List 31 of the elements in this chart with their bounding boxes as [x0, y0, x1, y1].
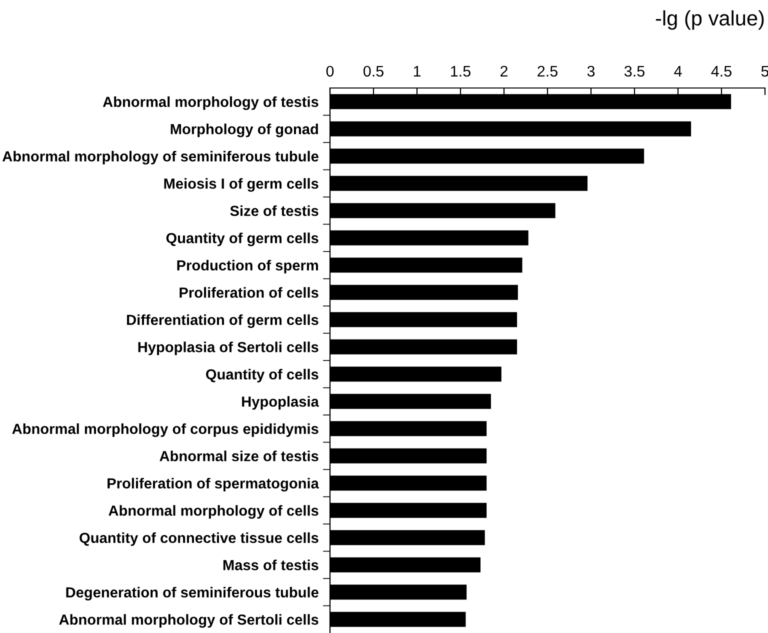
y-tick-label: Hypoplasia [242, 396, 319, 410]
y-tick-label: Degeneration of seminiferous tubule [66, 586, 318, 600]
y-tick-label: Quantity of germ cells [166, 232, 318, 246]
x-tick-label: 3.5 [624, 66, 644, 77]
y-tick-label: Abnormal morphology of Sertoli cells [59, 614, 318, 628]
y-tick-label: Differentiation of germ cells [127, 314, 318, 328]
x-tick-label: 3 [587, 66, 595, 77]
y-tick-label: Abnormal morphology of corpus epididymis [12, 423, 318, 437]
x-tick-label: 1.5 [451, 66, 470, 77]
y-tick-label: Abnormal morphology of cells [108, 505, 318, 519]
x-tick-label: 0 [326, 66, 334, 77]
x-tick-label: 0.5 [363, 66, 384, 77]
x-tick-label: 4 [674, 66, 682, 76]
y-tick-label: Abnormal size of testis [160, 450, 318, 462]
y-tick-label: Morphology of gonad [170, 124, 318, 138]
y-tick-label: Proliferation of cells [180, 287, 318, 298]
x-tick-label: 2 [500, 66, 508, 76]
y-tick-label: Abnormal morphology of testis [102, 96, 318, 110]
x-tick-label: 1 [414, 66, 421, 76]
y-tick-label: Abnormal morphology of seminiferous tubule [2, 150, 318, 164]
x-tick-label: 4.5 [711, 66, 732, 77]
y-tick-label: Meiosis I of germ cells [164, 178, 318, 192]
y-tick-label: Quantity of cells [206, 368, 318, 382]
x-tick-label: 2.5 [538, 66, 558, 77]
y-tick-label: Quantity of connective tissue cells [80, 532, 318, 546]
x-axis-title: -lg (p value) [656, 10, 764, 30]
y-tick-label: Production of sperm [177, 260, 318, 274]
y-tick-label: Hypoplasia of Sertoli cells [138, 342, 318, 356]
y-tick-label: Mass of testis [223, 560, 318, 570]
y-tick-label: Proliferation of spermatogonia [108, 478, 319, 492]
y-tick-label: Size of testis [230, 205, 318, 216]
